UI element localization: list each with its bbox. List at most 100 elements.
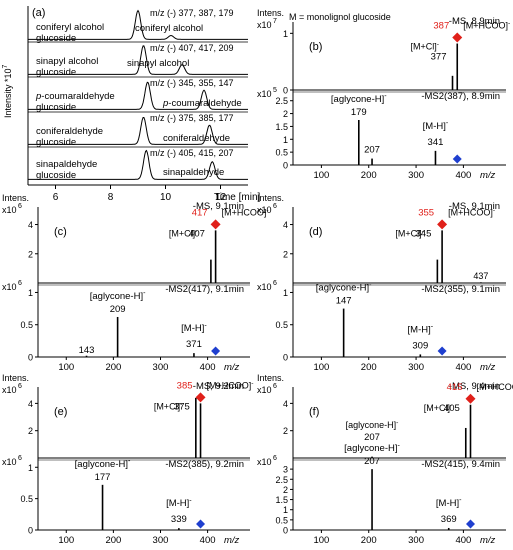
x-tick-label: 100 — [313, 535, 329, 546]
y-tick-label: 2 — [283, 109, 288, 119]
chromatogram-trace — [28, 81, 248, 110]
note-label: M = monolignol glucoside — [289, 12, 391, 22]
ms2-exponent: 6 — [18, 280, 22, 287]
panel-label: (f) — [309, 406, 319, 418]
ms2-precursor-diamond — [452, 154, 462, 164]
x-tick-label: 6 — [53, 192, 59, 203]
ms2-mz-label: 179 — [351, 107, 367, 118]
ms2-mz-label: 369 — [441, 514, 457, 525]
ms2-label: -MS2(387), 8.9min — [421, 91, 500, 102]
precursor-diamond — [437, 219, 448, 230]
ms-label: -MS, 9.2min — [193, 381, 244, 392]
mz-label: m/z (-) 405, 415, 207 — [150, 148, 234, 158]
aglycone-name: p-coumaraldehyde — [162, 98, 242, 109]
x-axis-label: m/z — [224, 535, 240, 546]
precursor-diamond — [195, 392, 206, 403]
ms-exponent-base: x10 — [257, 385, 272, 395]
mcl-label: [M+Cl]- — [169, 228, 198, 239]
ms2-exponent-base: x10 — [2, 457, 17, 467]
chromatogram-trace — [28, 45, 248, 75]
ms2-ion-label: [M-H]- — [436, 496, 462, 509]
y-tick-label: 4 — [28, 399, 33, 409]
ms-exponent: 6 — [273, 203, 277, 210]
y-tick-label: 0 — [283, 161, 288, 171]
chromatogram-trace — [28, 117, 248, 145]
panel-label: (d) — [309, 226, 322, 238]
ms2-precursor-diamond — [211, 346, 221, 356]
glucoside-name: sinapyl alcohol — [36, 56, 98, 67]
ms2-mz-label: 147 — [336, 296, 352, 307]
y-tick-label: 1 — [283, 29, 288, 39]
y-tick-label: 0.5 — [275, 148, 288, 158]
x-axis-label: m/z — [480, 170, 496, 181]
ms2-exponent: 6 — [273, 455, 277, 462]
y-tick-label: 4 — [28, 220, 33, 230]
x-tick-label: 300 — [408, 535, 424, 546]
mz-label: m/z (-) 345, 355, 147 — [150, 78, 234, 88]
ms2-exponent-base: x10 — [257, 457, 272, 467]
ms-exponent-base: x10 — [257, 205, 272, 215]
ms2-ion-label: [aglycone-H]- — [75, 457, 131, 470]
glucoside-suffix: glucoside — [36, 137, 76, 148]
ms-aglycone-label: [aglycone-H]- — [346, 419, 399, 430]
mcl-mz: 407 — [189, 228, 205, 239]
glucoside-suffix: glucoside — [36, 33, 76, 44]
ms2-ion-label: [aglycone-H]- — [331, 92, 387, 105]
ms2-mz-label: 309 — [412, 340, 428, 351]
mz-label: m/z (-) 375, 385, 177 — [150, 113, 234, 123]
ms2-precursor-diamond — [437, 346, 447, 356]
x-tick-label: 200 — [105, 535, 121, 546]
glucoside-name: p-coumaraldehyde — [35, 91, 115, 102]
y-tick-label: 0 — [283, 86, 288, 96]
intens-label: Intens. — [2, 193, 29, 203]
panel-label: (a) — [32, 7, 45, 19]
precursor-mz: 417 — [192, 207, 208, 218]
x-tick-label: 200 — [105, 362, 121, 373]
x-tick-label: 200 — [361, 535, 377, 546]
ms2-precursor-diamond — [466, 519, 475, 529]
ms2-mz-label: 341 — [428, 137, 444, 148]
panel-b: Intens.x10 7(b)M = monolignol glucoside -M… — [257, 8, 510, 181]
mcl-mz: 375 — [174, 401, 190, 412]
y-tick-label: 0 — [283, 353, 288, 363]
x-tick-label: 400 — [455, 362, 471, 373]
y-tick-label: 0 — [28, 353, 33, 363]
y-tick-label: 0.5 — [275, 320, 288, 330]
ms-label: -MS, 8.9min — [449, 16, 500, 27]
y-axis-label: Intensity *107 — [2, 64, 13, 118]
chromatogram-trace — [28, 149, 248, 180]
extra-mz: 437 — [473, 271, 488, 281]
precursor-mz: 355 — [418, 207, 434, 218]
x-tick-label: 400 — [455, 170, 471, 181]
precursor-mz: 385 — [177, 380, 193, 391]
x-tick-label: 100 — [58, 362, 74, 373]
x-axis-label: Time [min] — [214, 192, 261, 203]
ms2-ion-label: [M-H]- — [181, 321, 207, 334]
mcl-label: [M+Cl]- — [411, 41, 440, 52]
y-tick-label: 2 — [283, 426, 288, 436]
x-tick-label: 400 — [200, 362, 216, 373]
ms2-mz-label: 207 — [364, 145, 380, 156]
aglycone-name: sinapyl alcohol — [127, 58, 189, 69]
ms-label: -MS, 9.1min — [193, 201, 244, 212]
aglycone-name: coniferaldehyde — [163, 133, 230, 144]
precursor-mz: 387 — [433, 21, 449, 32]
ms-exponent: 6 — [18, 203, 22, 210]
ms2-exponent-base: x10 — [257, 89, 272, 99]
x-tick-label: 200 — [361, 362, 377, 373]
x-tick-label: 300 — [153, 362, 169, 373]
mcl-label: [M+Cl]- — [395, 228, 424, 239]
ms-exponent: 6 — [273, 383, 277, 390]
mcl-mz: 345 — [416, 228, 432, 239]
intens-label: Intens. — [2, 373, 29, 383]
mcl-mz: 405 — [444, 403, 460, 414]
y-tick-label: 2.5 — [275, 96, 288, 106]
ms2-label: -MS2(415), 9.4min — [421, 459, 500, 470]
y-tick-label: 2 — [283, 249, 288, 259]
y-tick-label: 2 — [283, 485, 288, 495]
precursor-mz: 415 — [447, 382, 463, 393]
